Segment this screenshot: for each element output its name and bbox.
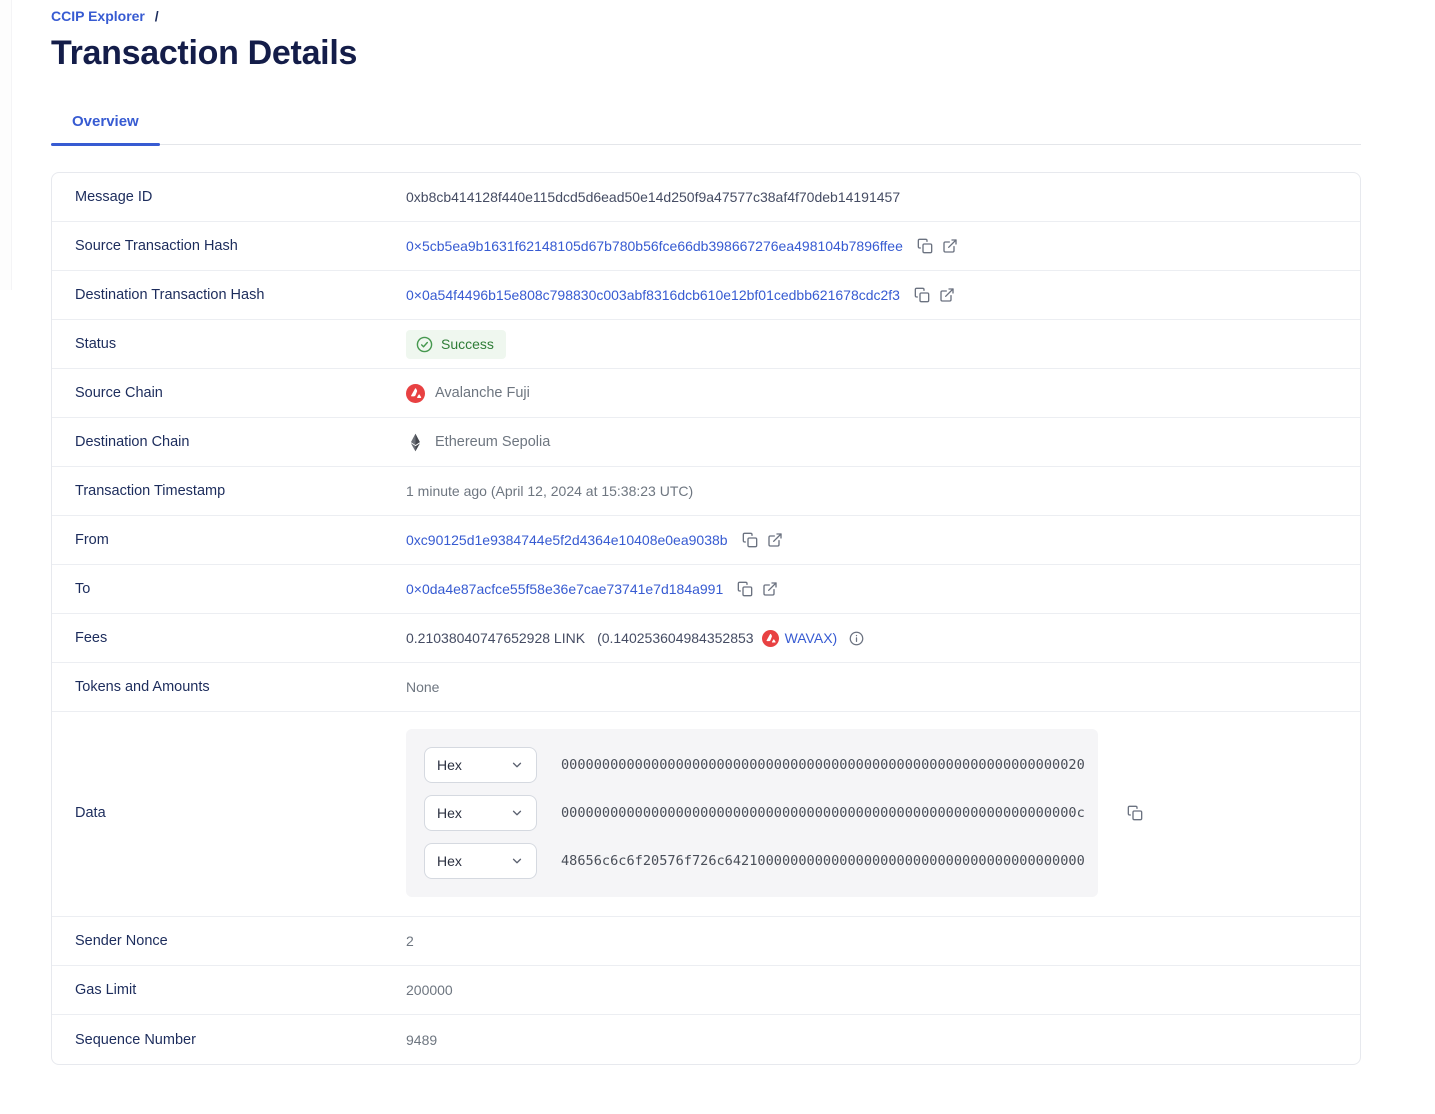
sequence-number-value: 9489 <box>406 1031 438 1048</box>
row-from: From 0xc90125d1e9384744e5f2d4364e10408e0… <box>52 516 1360 565</box>
source-chain-label: Source Chain <box>75 385 163 401</box>
row-timestamp: Transaction Timestamp 1 minute ago (Apri… <box>52 467 1360 516</box>
breadcrumb: CCIP Explorer / <box>51 8 1361 24</box>
main-content: CCIP Explorer / Transaction Details Over… <box>51 0 1361 1065</box>
breadcrumb-separator: / <box>154 8 159 24</box>
hex-data-value: 0000000000000000000000000000000000000000… <box>561 757 1085 773</box>
check-circle-icon <box>416 336 433 352</box>
dest-chain-name: Ethereum Sepolia <box>435 434 551 450</box>
external-link-icon[interactable] <box>762 581 778 597</box>
row-dest-chain: Destination Chain Ethereum Sepolia <box>52 418 1360 467</box>
sender-nonce-label: Sender Nonce <box>75 933 168 949</box>
fees-label: Fees <box>75 630 108 646</box>
row-source-tx-hash: Source Transaction Hash 0×5cb5ea9b1631f6… <box>52 222 1360 271</box>
external-link-icon[interactable] <box>939 287 955 303</box>
hex-format-select[interactable]: Hex <box>424 843 537 879</box>
sequence-number-label: Sequence Number <box>75 1031 196 1048</box>
copy-icon[interactable] <box>1127 805 1143 821</box>
fees-value: 0.21038040747652928 LINK (0.140253604984… <box>406 629 864 647</box>
row-sender-nonce: Sender Nonce 2 <box>52 917 1360 966</box>
row-dest-tx-hash: Destination Transaction Hash 0×0a54f4496… <box>52 271 1360 320</box>
details-card: Message ID 0xb8cb414128f440e115dcd5d6ead… <box>51 172 1361 1065</box>
data-line: Hex 000000000000000000000000000000000000… <box>424 747 1085 783</box>
hex-format-select[interactable]: Hex <box>424 747 537 783</box>
copy-icon[interactable] <box>914 287 930 303</box>
data-line: Hex 48656c6c6f20576f726c6421000000000000… <box>424 843 1085 879</box>
source-tx-hash-link[interactable]: 0×5cb5ea9b1631f62148105d67b780b56fce66db… <box>406 238 903 254</box>
status-badge-text: Success <box>441 336 494 352</box>
dest-chain-value: Ethereum Sepolia <box>406 433 550 452</box>
timestamp-label: Transaction Timestamp <box>75 483 226 499</box>
row-message-id: Message ID 0xb8cb414128f440e115dcd5d6ead… <box>52 173 1360 222</box>
data-hex-viewer: Hex 000000000000000000000000000000000000… <box>406 729 1098 897</box>
source-chain-name: Avalanche Fuji <box>435 385 530 401</box>
external-link-icon[interactable] <box>767 532 783 548</box>
data-line: Hex 000000000000000000000000000000000000… <box>424 795 1085 831</box>
copy-icon[interactable] <box>742 532 758 548</box>
timestamp-value: 1 minute ago (April 12, 2024 at 15:38:23… <box>406 483 694 499</box>
row-source-chain: Source Chain Avalanche Fuji <box>52 369 1360 418</box>
hex-data-value: 0000000000000000000000000000000000000000… <box>561 805 1085 821</box>
wavax-token-link[interactable]: WAVAX) <box>784 630 838 646</box>
row-to: To 0×0da4e87acfce55f58e36e7cae73741e7d18… <box>52 565 1360 614</box>
page-title: Transaction Details <box>51 34 358 72</box>
tab-bar: Overview <box>51 113 1361 146</box>
breadcrumb-link-ccip-explorer[interactable]: CCIP Explorer <box>51 8 145 24</box>
to-label: To <box>75 581 91 597</box>
dest-chain-label: Destination Chain <box>75 434 190 450</box>
tokens-amounts-value: None <box>406 679 440 695</box>
copy-icon[interactable] <box>737 581 753 597</box>
sender-nonce-value: 2 <box>406 933 414 949</box>
chevron-down-icon <box>512 858 522 864</box>
fees-link-amount: 0.21038040747652928 LINK <box>406 630 586 646</box>
ethereum-icon <box>411 433 420 451</box>
source-chain-value: Avalanche Fuji <box>406 383 530 403</box>
row-tokens-amounts: Tokens and Amounts None <box>52 663 1360 712</box>
from-label: From <box>75 532 109 548</box>
data-label: Data <box>75 805 106 821</box>
to-address-link[interactable]: 0×0da4e87acfce55f58e36e7cae73741e7d184a9… <box>406 581 724 597</box>
hex-format-select-value: Hex <box>437 853 462 869</box>
row-fees: Fees 0.21038040747652928 LINK (0.1402536… <box>52 614 1360 663</box>
row-sequence-number: Sequence Number 9489 <box>52 1015 1360 1064</box>
tab-overview[interactable]: Overview <box>51 113 160 146</box>
message-id-value: 0xb8cb414128f440e115dcd5d6ead50e14d250f9… <box>406 189 901 205</box>
status-badge: Success <box>406 329 506 359</box>
hex-format-select-value: Hex <box>437 757 462 773</box>
row-gas-limit: Gas Limit 200000 <box>52 966 1360 1015</box>
avalanche-icon <box>406 383 425 403</box>
info-icon[interactable] <box>849 631 864 646</box>
tokens-amounts-label: Tokens and Amounts <box>75 679 210 695</box>
row-status: Status Success <box>52 320 1360 369</box>
wavax-token-icon <box>761 629 779 647</box>
gas-limit-label: Gas Limit <box>75 982 137 998</box>
dest-tx-hash-label: Destination Transaction Hash <box>75 287 265 303</box>
dest-tx-hash-link[interactable]: 0×0a54f4496b15e808c798830c003abf8316dcb6… <box>406 287 900 303</box>
row-data: Data Hex 0000000000000000000000000000000… <box>52 712 1360 917</box>
source-tx-hash-label: Source Transaction Hash <box>75 238 238 254</box>
hex-data-value: 48656c6c6f20576f726c64210000000000000000… <box>561 853 1085 869</box>
hex-format-select[interactable]: Hex <box>424 795 537 831</box>
status-label: Status <box>75 336 117 352</box>
chevron-down-icon <box>512 762 522 768</box>
hex-format-select-value: Hex <box>437 805 462 821</box>
message-id-label: Message ID <box>75 189 153 205</box>
chevron-down-icon <box>512 810 522 816</box>
fees-paren-amount: (0.140253604984352853 <box>597 630 754 646</box>
gas-limit-value: 200000 <box>406 982 453 998</box>
external-link-icon[interactable] <box>942 238 958 254</box>
page-left-gutter <box>0 0 12 290</box>
from-address-link[interactable]: 0xc90125d1e9384744e5f2d4364e10408e0ea903… <box>406 532 728 548</box>
copy-icon[interactable] <box>917 238 933 254</box>
